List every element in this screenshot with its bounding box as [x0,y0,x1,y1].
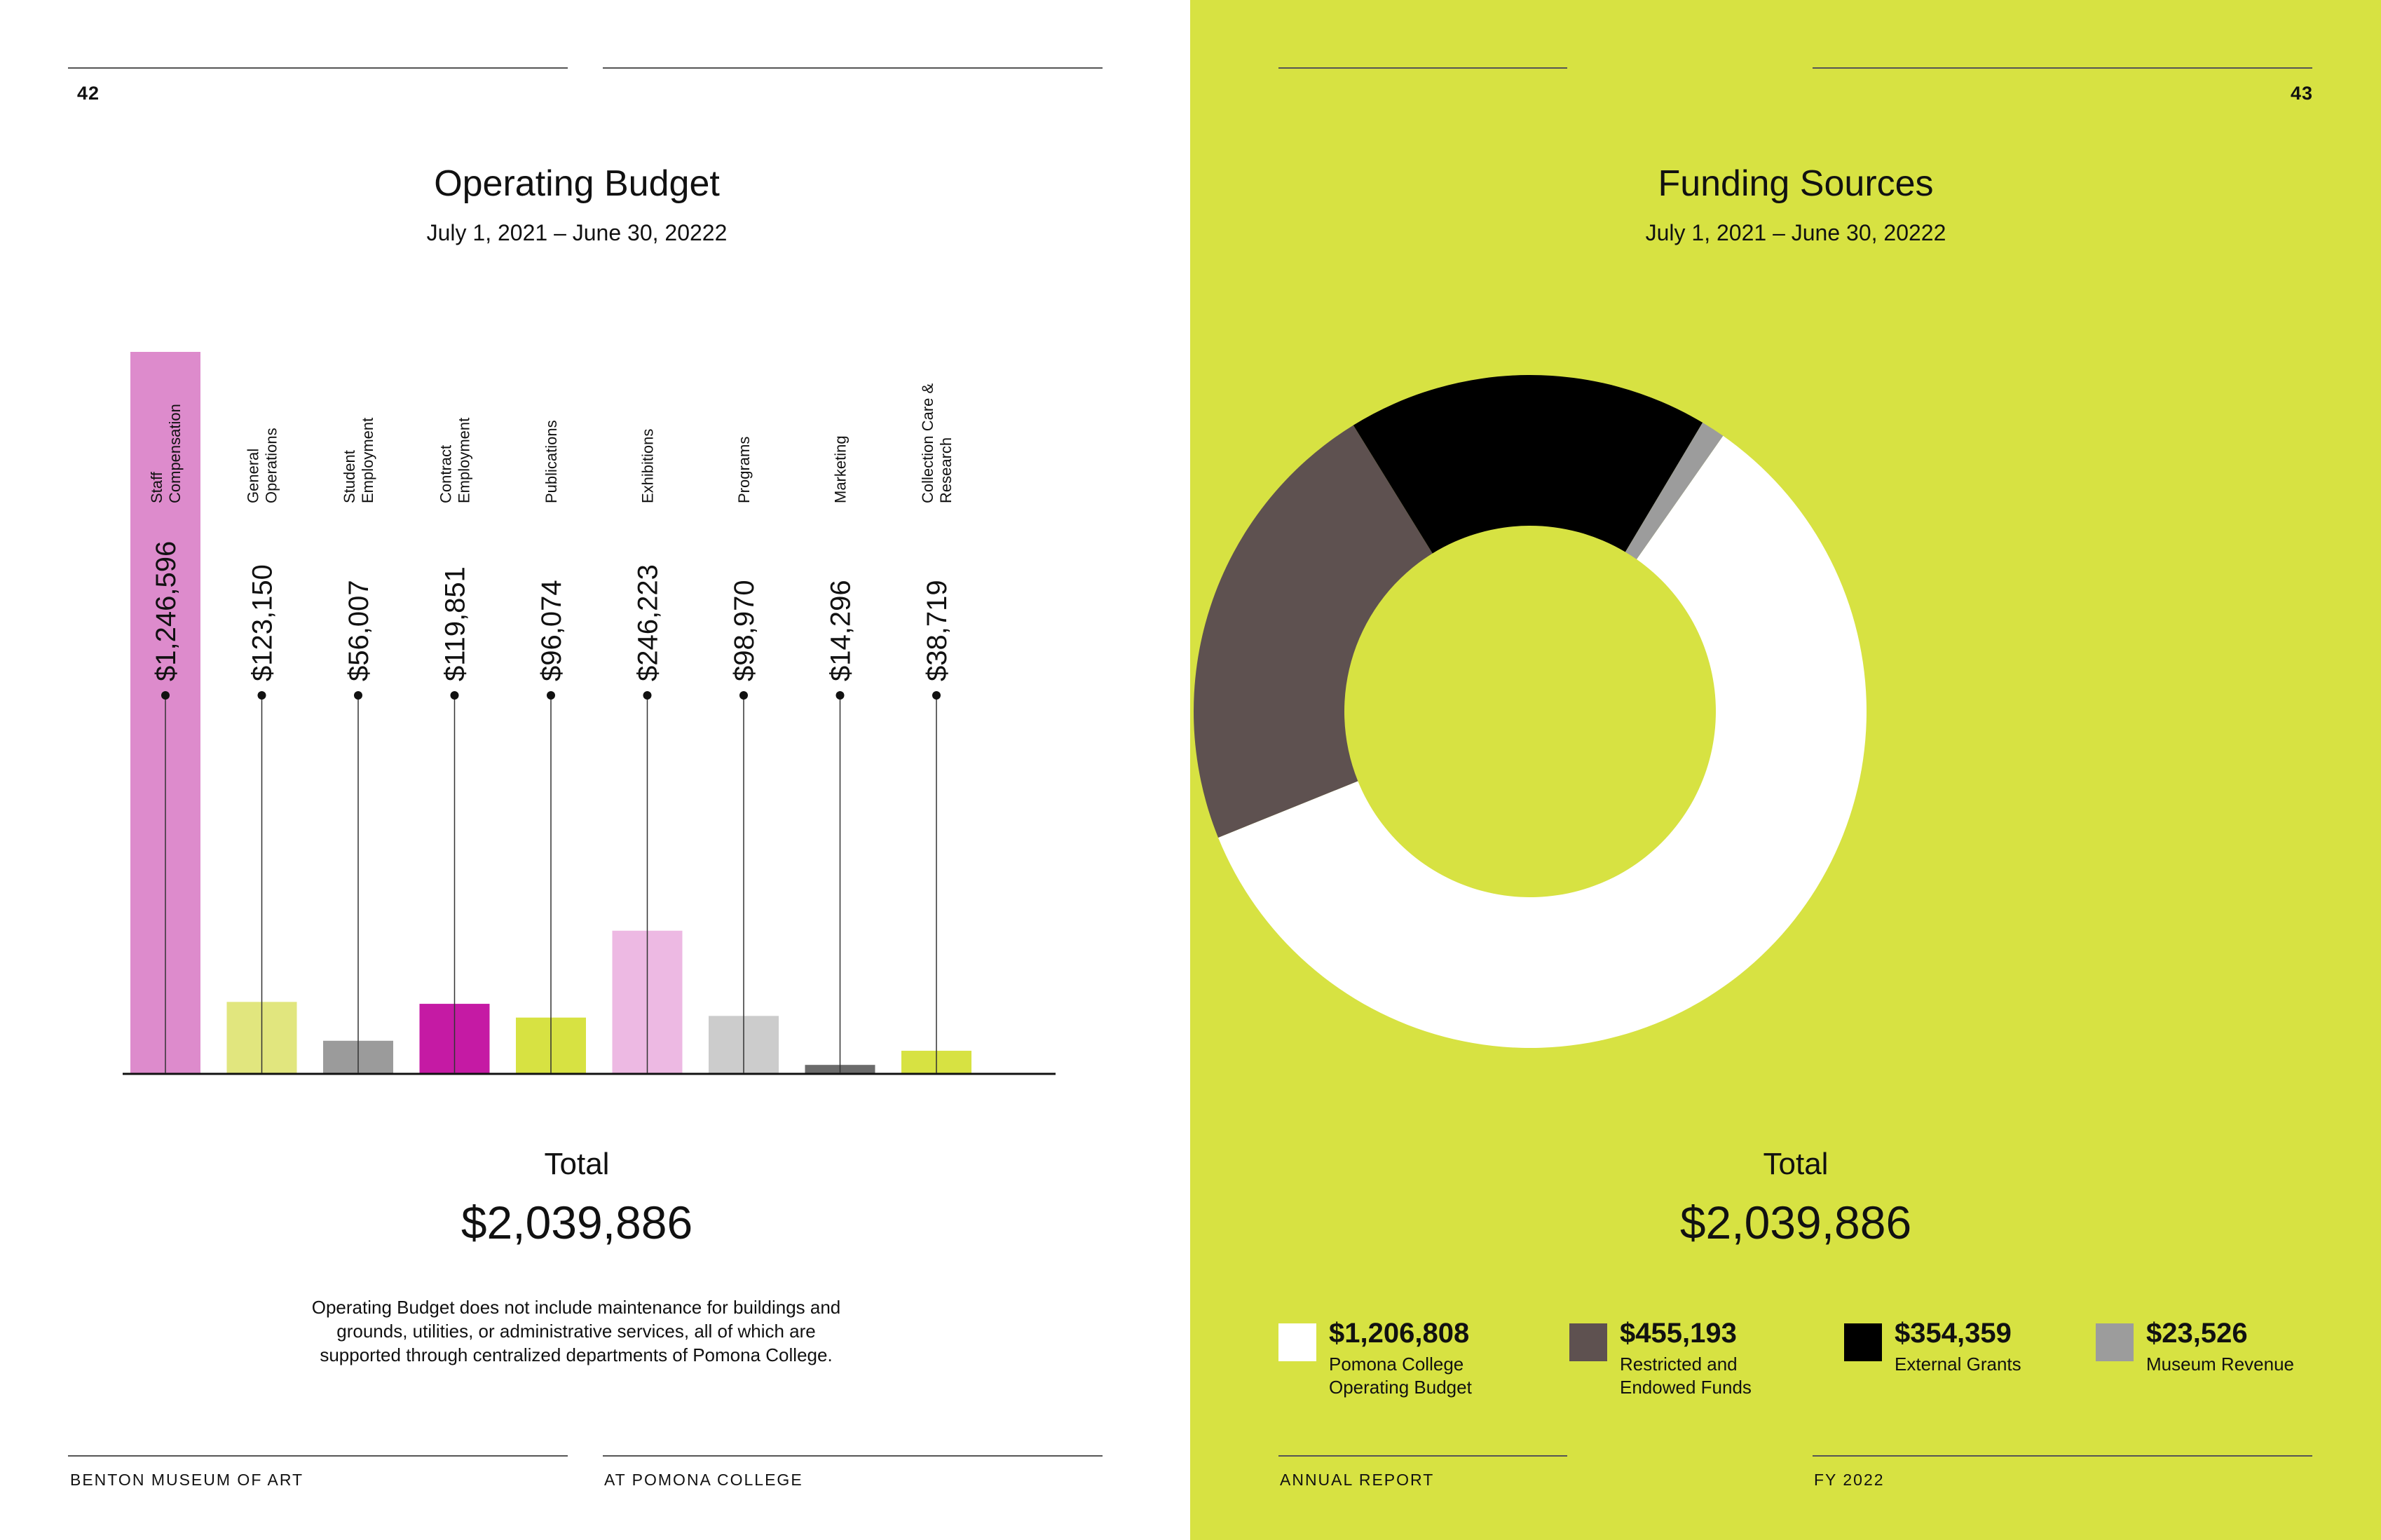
bottom-rule-right [1813,1455,2312,1457]
category-label-line: Staff [148,471,165,503]
note-line: grounds, utilities, or administrative se… [336,1321,816,1342]
legend-label-line: Pomona College [1329,1354,1464,1375]
leader-dot [257,691,266,700]
legend-label-line: External Grants [1895,1354,2021,1375]
value-label: $56,007 [343,580,374,681]
note-line: Operating Budget does not include mainte… [311,1297,841,1318]
legend-swatch [1278,1323,1316,1361]
category-label: Marketing [832,435,850,503]
category-label-line: Collection Care & [919,383,936,503]
total-label: Total [1763,1147,1829,1181]
value-label: $1,246,596 [151,541,182,681]
category-label-line: Student [341,450,358,503]
category-label: Exhibitions [639,429,657,503]
footer-college-name: AT POMONA COLLEGE [604,1471,803,1489]
total-value: $2,039,886 [460,1197,693,1248]
chart-title: Funding Sources [1658,163,1934,204]
top-rule-right [1813,67,2312,69]
category-label-line: Exhibitions [639,429,657,503]
category-label-line: General [245,449,262,503]
value-label: $123,150 [247,564,278,681]
category-label-line: Publications [543,420,560,503]
legend-label: Restricted and Endowed Funds [1620,1353,1752,1399]
top-rule-right [603,67,1103,69]
category-label-line: Research [937,437,955,503]
footer-museum-name: BENTON MUSEUM OF ART [70,1471,304,1489]
chart-title: Operating Budget [434,163,720,204]
legend-value: $455,193 [1620,1318,1737,1349]
value-label: $246,223 [633,564,664,681]
total-value: $2,039,886 [1679,1197,1912,1248]
category-label-line: Marketing [832,435,850,503]
category-label-line: Programs [735,437,753,503]
legend-label-line: Museum Revenue [2146,1354,2294,1375]
category-label-line: Operations [263,428,280,503]
legend-label: Museum Revenue [2146,1353,2294,1376]
value-label: $38,719 [922,580,953,681]
category-label-line: Compensation [166,404,184,503]
footer-annual-report: ANNUAL REPORT [1280,1471,1435,1489]
left-page: 42 Operating Budget July 1, 2021 – June … [0,0,1190,1540]
leader-dot [932,691,941,700]
category-label: StaffCompensation [148,404,184,503]
value-label: $98,970 [729,580,760,681]
category-label: Programs [735,437,753,503]
bottom-rule-left [1278,1455,1567,1457]
leader-dot [354,691,362,700]
legend-value: $1,206,808 [1329,1318,1470,1349]
legend-swatch [1844,1323,1882,1361]
legend-swatch [2096,1323,2134,1361]
legend-label: Pomona College Operating Budget [1329,1353,1472,1399]
right-page: 43 Funding Sources July 1, 2021 – June 3… [1190,0,2381,1540]
donut-slice-0 [1218,435,1867,1048]
legend-label-line: Operating Budget [1329,1377,1472,1398]
category-label: Publications [543,420,560,503]
bottom-rule-right [603,1455,1103,1457]
bottom-rule-left [68,1455,568,1457]
leader-dot [161,691,170,700]
leader-dot [450,691,459,700]
bar-chart: $1,246,596 StaffCompensation $123,150 Gener… [123,352,1056,1075]
category-label-line: Employment [456,418,473,503]
total-label: Total [544,1147,610,1181]
leader-dot [739,691,748,700]
donut-slice-3 [1625,422,1724,559]
footer-fiscal-year: FY 2022 [1814,1471,1885,1489]
page-number: 43 [2290,83,2313,104]
legend-label-line: Restricted and [1620,1354,1738,1375]
category-label-line: Employment [359,418,376,503]
budget-note: Operating Budget does not include mainte… [261,1295,892,1367]
category-label: ContractEmployment [437,418,473,503]
leader-dot [547,691,555,700]
legend-value: $23,526 [2146,1318,2248,1349]
chart-subtitle: July 1, 2021 – June 30, 20222 [1645,220,1946,245]
leader-dot [643,691,652,700]
value-label: $96,074 [536,580,567,681]
value-label: $119,851 [440,566,471,681]
value-label: $14,296 [826,580,857,681]
legend-swatch [1569,1323,1607,1361]
donut-slice-1 [1194,425,1433,838]
donut-slice-2 [1353,375,1703,554]
category-label: GeneralOperations [245,428,280,503]
note-line: supported through centralized department… [320,1344,833,1365]
top-rule-left [1278,67,1567,69]
legend-label-line: Endowed Funds [1620,1377,1752,1398]
page-number: 42 [77,83,100,104]
category-label: StudentEmployment [341,418,376,503]
donut-chart [1194,375,1867,1048]
leader-dot [835,691,845,700]
category-label-line: Contract [437,445,455,503]
top-rule-left [68,67,568,69]
legend-value: $354,359 [1895,1318,2012,1349]
category-label: Collection Care &Research [919,383,955,503]
legend-label: External Grants [1895,1353,2021,1376]
chart-subtitle: July 1, 2021 – June 30, 20222 [426,220,728,245]
